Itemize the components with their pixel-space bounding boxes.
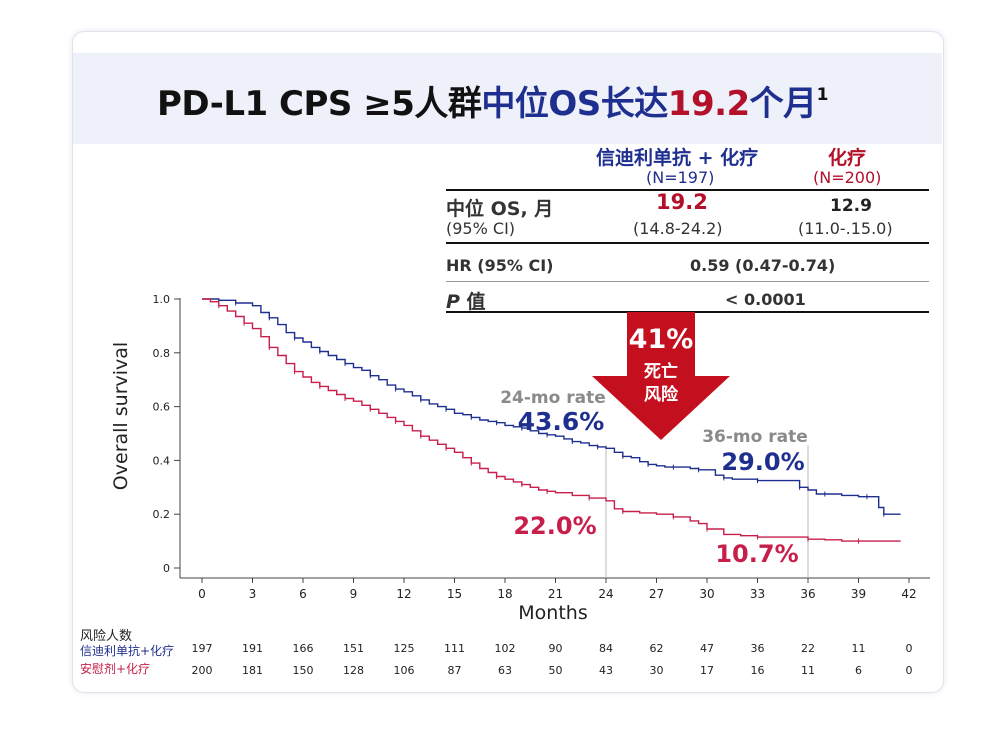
risk-count: 191: [242, 642, 263, 655]
rate36-red: 10.7%: [715, 540, 798, 568]
row3-label: P 值: [446, 287, 486, 314]
reference-lines: [605, 445, 809, 578]
title-part3: 19.2: [667, 84, 750, 124]
risk-count: 84: [599, 642, 613, 655]
risk-count: 43: [599, 664, 613, 677]
title-footnote: 1: [816, 85, 829, 105]
risk-count: 50: [548, 664, 563, 677]
risk-count: 106: [393, 664, 415, 677]
series-line-chemo: [202, 298, 901, 542]
col1-n: (N=197): [646, 168, 715, 187]
x-tick-label: 9: [350, 587, 358, 601]
x-tick-label: 42: [901, 587, 916, 601]
title-part4: 个月: [749, 84, 818, 124]
rate36-blue: 29.0%: [721, 448, 804, 476]
row3-label-rest: 值: [459, 291, 486, 313]
rate24-label: 24-mo rate: [500, 388, 606, 408]
risk-arrow: [592, 312, 730, 440]
y-tick-label: 0: [163, 562, 170, 575]
risk-count: 181: [242, 664, 263, 677]
x-tick-label: 18: [497, 587, 512, 601]
x-ticks: 0 3 6 9 12 15 18 21 24 27 30 33 36 39 42: [198, 578, 917, 601]
risk-header: 风险人数: [80, 629, 133, 644]
row1-sub: (95% CI): [446, 219, 516, 238]
risk-count: 151: [343, 642, 364, 655]
risk-count: 11: [801, 664, 815, 677]
arrow-percent: 41%: [629, 324, 694, 355]
x-tick-label: 39: [851, 587, 866, 601]
x-tick-label: 36: [800, 587, 815, 601]
risk-count: 111: [444, 642, 465, 655]
risk-count: 36: [750, 642, 765, 655]
risk-count: 16: [750, 664, 765, 677]
x-tick-label: 3: [249, 587, 257, 601]
row2-value: 0.59 (0.47-0.74): [690, 256, 836, 275]
risk-count: 6: [855, 664, 862, 677]
y-ticks: 0 0.2 0.4 0.6 0.8 1.0: [153, 293, 180, 575]
risk-count: 197: [191, 642, 213, 655]
risk-count: 63: [498, 664, 512, 677]
x-tick-label: 30: [699, 587, 714, 601]
row1-value1: 19.2: [656, 190, 708, 214]
risk-row1-label: 信迪利单抗+化疗: [80, 644, 175, 658]
risk-count: 200: [191, 664, 213, 677]
row1-ci1: (14.8-24.2): [633, 219, 723, 238]
rate36-label: 36-mo rate: [702, 427, 808, 447]
risk-count: 22: [801, 642, 815, 655]
arrow-text2: 风险: [644, 384, 679, 405]
x-axis-label: Months: [518, 602, 587, 624]
row1-ci2: (11.0-.15.0): [798, 219, 893, 238]
y-tick-label: 0.6: [153, 401, 171, 414]
risk-count: 166: [292, 642, 314, 655]
risk-count: 128: [343, 664, 364, 677]
title-part1: PD-L1 CPS ≥5人群: [157, 84, 482, 124]
row1-label: 中位 OS, 月: [446, 198, 554, 220]
risk-count: 11: [851, 642, 866, 655]
risk-count: 150: [292, 664, 314, 677]
x-tick-label: 6: [299, 587, 307, 601]
y-tick-label: 0.2: [153, 508, 171, 521]
x-tick-label: 12: [396, 587, 411, 601]
title-band: [73, 53, 942, 144]
col2-name: 化疗: [828, 147, 867, 169]
table-rule-top: [446, 189, 929, 191]
risk-count: 90: [548, 642, 563, 655]
arrow-text1: 死亡: [644, 361, 678, 382]
x-tick-label: 0: [198, 587, 206, 601]
rate24-red: 22.0%: [513, 512, 596, 540]
row1-value2: 12.9: [830, 196, 872, 216]
risk-count: 62: [649, 642, 664, 655]
risk-count: 17: [700, 664, 714, 677]
x-tick-label: 24: [598, 587, 613, 601]
x-tick-label: 15: [447, 587, 462, 601]
series-lines: [202, 298, 901, 544]
y-tick-label: 1.0: [153, 293, 171, 306]
risk-count: 30: [649, 664, 664, 677]
x-tick-label: 33: [750, 587, 765, 601]
x-tick-label: 27: [649, 587, 664, 601]
row3-value: < 0.0001: [725, 290, 806, 309]
title-part2: 中位OS长达: [481, 84, 668, 124]
risk-count: 87: [447, 664, 462, 677]
y-tick-label: 0.8: [153, 347, 171, 360]
table-rule-mid: [446, 242, 929, 244]
x-tick-label: 21: [548, 587, 563, 601]
slide-title: PD-L1 CPS ≥5人群中位OS长达19.2个月1: [157, 76, 829, 125]
row3-label-p: P: [446, 291, 460, 313]
y-tick-label: 0.4: [153, 454, 171, 467]
y-axis-label: Overall survival: [110, 342, 132, 490]
table-rule-thin: [446, 281, 929, 282]
risk-count: 102: [494, 642, 516, 655]
risk-count: 0: [905, 664, 913, 677]
risk-count: 0: [905, 642, 913, 655]
col1-name: 信迪利单抗 + 化疗: [596, 147, 759, 169]
rate24-blue: 43.6%: [518, 407, 605, 436]
risk-row2-label: 安慰剂+化疗: [80, 662, 151, 676]
series-line-sintilimab: [202, 298, 901, 515]
col2-n: (N=200): [813, 168, 882, 187]
risk-count: 47: [700, 642, 714, 655]
risk-count: 125: [393, 642, 415, 655]
row2-label: HR (95% CI): [446, 256, 554, 275]
